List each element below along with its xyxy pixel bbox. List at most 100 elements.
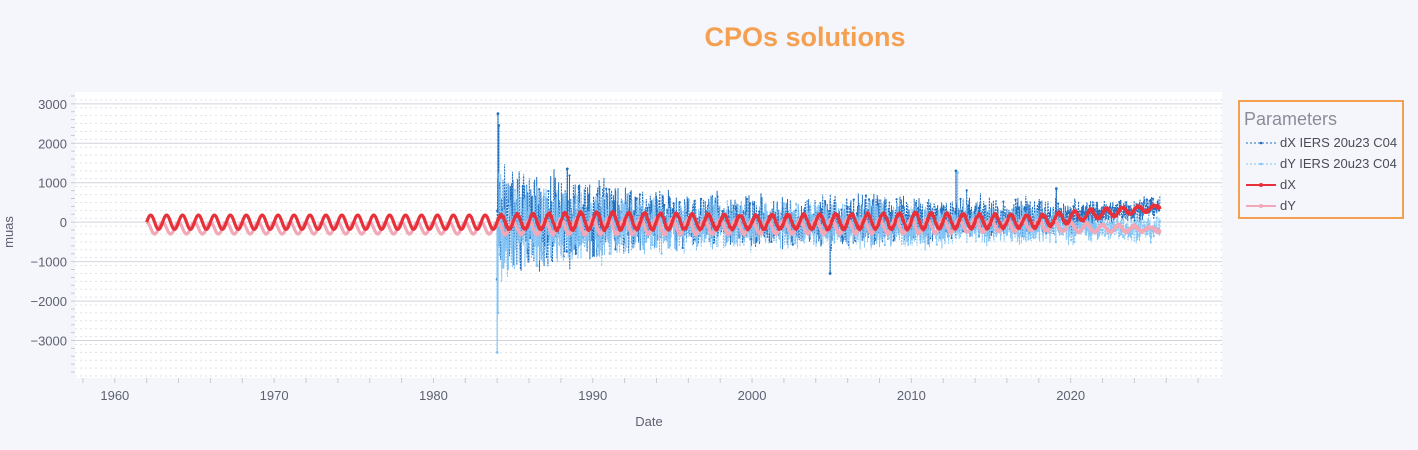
data-point	[577, 232, 581, 236]
data-point	[968, 210, 971, 213]
data-point	[586, 206, 590, 210]
data-point	[761, 214, 764, 218]
y-tick-label: −3000	[30, 334, 67, 349]
data-point	[758, 239, 761, 242]
legend-swatch-dx	[1246, 183, 1276, 187]
data-point	[828, 209, 831, 213]
data-point	[791, 243, 794, 246]
data-point	[864, 194, 868, 197]
data-point	[1002, 215, 1005, 218]
data-point	[1152, 235, 1155, 238]
data-point	[748, 202, 752, 205]
data-point	[1151, 197, 1155, 200]
spike-point	[496, 112, 500, 116]
data-point	[831, 233, 834, 236]
data-point	[1014, 198, 1017, 201]
data-point	[1054, 241, 1057, 244]
data-point	[779, 216, 782, 219]
data-point	[935, 208, 938, 211]
data-point	[810, 213, 813, 217]
data-point	[867, 198, 871, 201]
data-point	[764, 203, 767, 206]
data-point	[642, 200, 645, 204]
data-point	[929, 235, 932, 238]
data-point	[550, 253, 553, 256]
data-point	[895, 198, 898, 201]
data-point	[743, 238, 746, 241]
data-point	[807, 212, 810, 215]
data-point	[1100, 229, 1103, 232]
data-point	[926, 209, 929, 212]
data-point	[733, 210, 737, 214]
legend-item-dx-iers[interactable]: dX IERS 20u23 C04	[1244, 134, 1404, 152]
data-point	[562, 193, 565, 196]
data-point	[758, 210, 761, 213]
data-point	[1122, 235, 1125, 239]
data-point	[657, 207, 660, 210]
data-point	[727, 210, 730, 213]
data-point	[795, 203, 798, 206]
data-point	[638, 193, 641, 196]
legend-item-dy[interactable]: dY	[1244, 197, 1404, 215]
legend-swatch-marker	[1259, 141, 1263, 145]
data-point	[498, 253, 501, 256]
data-point	[565, 250, 568, 253]
data-point	[892, 239, 895, 242]
data-point	[1018, 234, 1021, 238]
x-tick-label: 1970	[260, 388, 289, 403]
data-point	[715, 198, 718, 201]
data-point	[596, 254, 599, 257]
spike-point	[828, 272, 832, 275]
data-point	[1127, 205, 1130, 208]
x-tick-label: 1960	[100, 388, 129, 403]
data-point	[755, 240, 758, 244]
data-point	[1023, 205, 1026, 209]
data-point	[559, 239, 562, 242]
data-point	[1136, 209, 1139, 213]
data-point	[620, 242, 623, 245]
data-point	[553, 216, 556, 220]
data-point	[935, 243, 938, 246]
data-point	[770, 240, 773, 244]
legend-item-dx[interactable]: dX	[1244, 176, 1404, 194]
data-point	[954, 214, 957, 217]
data-point	[663, 203, 666, 207]
data-point	[1033, 213, 1036, 216]
data-point	[529, 228, 532, 231]
data-point	[577, 186, 580, 189]
legend-label-dx: dX	[1280, 177, 1296, 192]
data-point	[605, 187, 608, 191]
data-point	[883, 243, 886, 247]
legend-swatch-marker	[1259, 183, 1263, 187]
data-point	[510, 252, 514, 255]
data-point	[1057, 202, 1060, 205]
data-point	[846, 206, 849, 209]
data-point	[547, 232, 550, 235]
data-point	[1145, 198, 1148, 201]
legend[interactable]: Parameters dX IERS 20u23 C04 dY IERS 20u…	[1238, 100, 1404, 219]
data-point	[965, 189, 968, 192]
data-point	[565, 238, 568, 241]
data-point	[1036, 230, 1039, 233]
data-point	[608, 252, 611, 255]
y-tick-label: −1000	[30, 255, 67, 270]
data-point	[813, 204, 816, 207]
data-point	[1005, 229, 1009, 233]
data-point	[629, 204, 633, 207]
data-point	[874, 208, 877, 211]
data-point	[1038, 201, 1042, 204]
spike-point	[535, 264, 539, 267]
data-point	[547, 189, 550, 193]
legend-item-dy-iers[interactable]: dY IERS 20u23 C04	[1244, 155, 1404, 173]
data-point	[1121, 215, 1124, 218]
data-point	[651, 243, 654, 247]
data-point	[541, 251, 544, 255]
data-point	[703, 240, 706, 243]
chart-title: CPOs solutions	[704, 22, 906, 52]
data-point	[574, 199, 578, 202]
x-tick-label: 1990	[578, 388, 607, 403]
data-point	[1148, 199, 1152, 202]
spike-point	[565, 167, 569, 171]
data-point	[694, 240, 697, 243]
